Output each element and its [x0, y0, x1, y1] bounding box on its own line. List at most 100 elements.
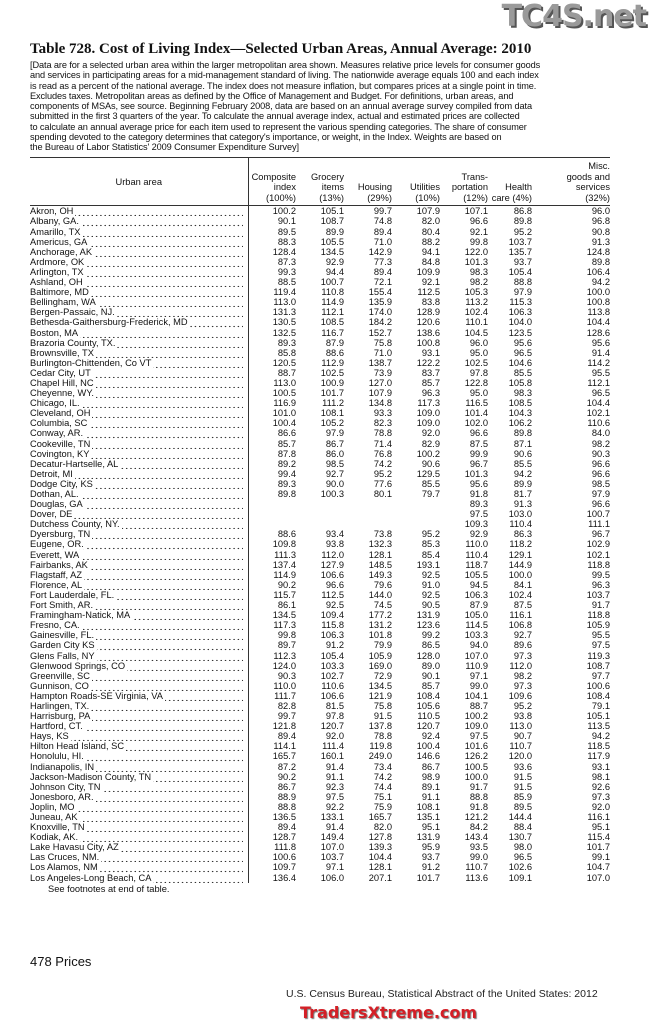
index-value-cell: 115.4	[587, 832, 610, 843]
index-value-cell: 101.6	[464, 741, 488, 752]
index-value-cell: 77.6	[373, 478, 392, 489]
index-value-cell: 77.3	[373, 256, 392, 267]
index-value-cell: 120.6	[416, 317, 440, 328]
index-value-cell: 105.2	[320, 418, 344, 429]
table-row: Framingham-Natick, MA 134.5 109.4 177.2 131.…	[30, 610, 610, 621]
table-row: Douglas, GA 89.3 91.3 96.6	[30, 499, 610, 510]
index-value-cell: 72.1	[373, 277, 392, 288]
index-value-cell: 108.7	[586, 660, 610, 671]
index-value-cell: 107.1	[464, 206, 488, 217]
index-value-cell: 128.6	[586, 327, 610, 338]
table-row: Cleveland, OH 101.0 108.1 93.3 109.0 101.4 104…	[30, 408, 610, 419]
index-value-cell: 93.1	[591, 761, 610, 772]
index-value-cell: 124.8	[586, 246, 610, 257]
column-header-line: services	[575, 182, 610, 193]
urban-area-name: Bethesda-Gaithersburg-Frederick, MD	[30, 317, 190, 328]
column-header-line: (32%)	[585, 192, 610, 203]
index-value-cell: 138.6	[416, 327, 440, 338]
index-value-cell: 88.2	[421, 236, 440, 247]
urban-area-name: Dothan, AL.	[30, 489, 81, 499]
index-value-cell: 106.4	[586, 266, 610, 277]
index-value-cell: 120.7	[416, 721, 440, 732]
index-value-cell: 105.4	[508, 266, 532, 277]
index-value-cell: 119.8	[369, 741, 392, 752]
index-value-cell: 110.7	[509, 741, 532, 752]
index-value-cell: 144.0	[368, 589, 392, 600]
table-row: Gainesville, FL. 99.8 106.3 101.8 99.2 103.3 9…	[30, 630, 610, 641]
urban-area-cell: Las Cruces, NM.	[30, 852, 249, 863]
urban-area-name: Juneau, AK	[30, 812, 80, 822]
index-value-cell: 97.9	[591, 489, 610, 499]
index-value-cell: 104.7	[586, 862, 610, 873]
urban-area-wrap: Dodge City, KS	[30, 478, 247, 489]
urban-area-name: Los Angeles-Long Beach, CA	[30, 872, 154, 883]
index-value-cell: 100.6	[586, 680, 610, 691]
table-row: Bethesda-Gaithersburg-Frederick, MD 130.5…	[30, 317, 610, 328]
urban-area-cell: Anchorage, AK	[30, 246, 249, 257]
index-value-cell: 113.0	[273, 377, 296, 388]
index-value-cell: 82.0	[373, 822, 392, 833]
index-value-cell: 132.3	[368, 539, 392, 550]
urban-area-cell: Detroit, MI	[30, 468, 249, 479]
index-value-cell: 121.2	[464, 812, 488, 822]
urban-area-cell: Hilton Head Island, SC	[30, 741, 249, 752]
table-row: Kodiak, AK. 128.7 149.4 127.8 131.9 143.4 130.…	[30, 832, 610, 843]
index-value-cell: 102.4	[508, 589, 532, 600]
index-value-cell: 91.4	[325, 822, 344, 833]
index-value-cell: 89.4	[277, 822, 296, 833]
index-value-cell: 101.7	[416, 872, 440, 883]
index-value-cell: 116.1	[587, 812, 610, 822]
index-value-cell: 98.3	[513, 388, 532, 399]
index-value-cell: 81.5	[325, 700, 344, 711]
index-value-cell: 95.9	[421, 842, 440, 853]
urban-area-cell: Florence, AL	[30, 579, 249, 590]
index-value-cell: 71.4	[373, 438, 392, 449]
index-value-cell: 75.8	[373, 700, 392, 711]
index-value-cell: 94.1	[421, 246, 440, 257]
urban-area-name: Dyersburg, TN	[30, 529, 93, 540]
index-value-cell: 100.5	[464, 761, 488, 772]
index-value-cell: 100.7	[320, 277, 344, 288]
table-row: Bergen-Passaic, NJ. 131.3 112.1 174.0 128.9 1…	[30, 307, 610, 318]
table-row: Conway, AR. 86.6 97.9 78.8 92.0 96.6 89.8 84.0	[30, 428, 610, 439]
table-row: Honolulu, HI. 165.7 160.1 249.0 146.6 126.2 12…	[30, 751, 610, 762]
index-value-cell: 76.8	[373, 448, 392, 459]
index-value-cell: 99.0	[469, 852, 488, 863]
urban-area-name: Fresno, CA.	[30, 620, 82, 631]
index-value-cell: 86.7	[277, 781, 296, 792]
index-value-cell: 71.0	[373, 236, 392, 247]
urban-area-cell: Hays, KS	[30, 731, 249, 742]
index-value-cell: 95.2	[513, 226, 532, 237]
urban-area-cell: Chapel Hill, NC	[30, 377, 249, 389]
index-value-cell: 95.5	[591, 630, 610, 641]
index-value-cell: 89.8	[513, 428, 532, 439]
urban-area-wrap: Joplin, MO	[30, 801, 247, 812]
index-value-cell: 104.5	[464, 327, 488, 338]
urban-area-wrap: Florence, AL	[30, 579, 247, 590]
table-row: Eugene, OR. 109.8 93.8 132.3 85.3 110.0 118.2 1…	[30, 539, 610, 550]
urban-area-wrap: Johnson City, TN	[30, 781, 247, 792]
urban-area-wrap: Indianapolis, IN	[30, 761, 247, 772]
urban-area-wrap: Jonesboro, AR.	[30, 791, 247, 802]
urban-area-wrap: Chicago, IL.	[30, 398, 247, 409]
column-header-line: goods and	[566, 171, 610, 182]
index-value-cell: 89.1	[421, 781, 440, 792]
urban-area-wrap: Las Cruces, NM.	[30, 852, 247, 863]
index-value-cell: 127.9	[320, 559, 344, 570]
urban-area-wrap: Harrisburg, PA	[30, 711, 247, 722]
urban-area-wrap: Dover, DE	[30, 509, 247, 520]
index-value-cell: 108.5	[320, 317, 344, 328]
index-value-cell: 82.0	[421, 216, 440, 227]
urban-area-wrap: Chapel Hill, NC	[30, 377, 247, 389]
index-value-cell: 92.1	[469, 226, 488, 237]
index-value-cell: 103.7	[508, 236, 532, 247]
table-row: Harlingen, TX. 82.8 81.5 75.8 105.6 88.7 95.2 7…	[30, 700, 610, 712]
table-row: Dyersburg, TN 88.6 93.4 73.8 95.2 92.9 86.3 96.…	[30, 529, 610, 540]
index-value-cell: 104.6	[508, 357, 532, 368]
index-value-cell: 104.0	[508, 317, 532, 328]
urban-area-name: Burlington-Chittenden, Co VT	[30, 357, 154, 368]
urban-area-name: Detroit, MI	[30, 468, 75, 479]
index-value-cell	[296, 509, 344, 519]
index-value-cell: 101.0	[272, 408, 296, 419]
index-value-cell: 98.2	[469, 277, 488, 288]
